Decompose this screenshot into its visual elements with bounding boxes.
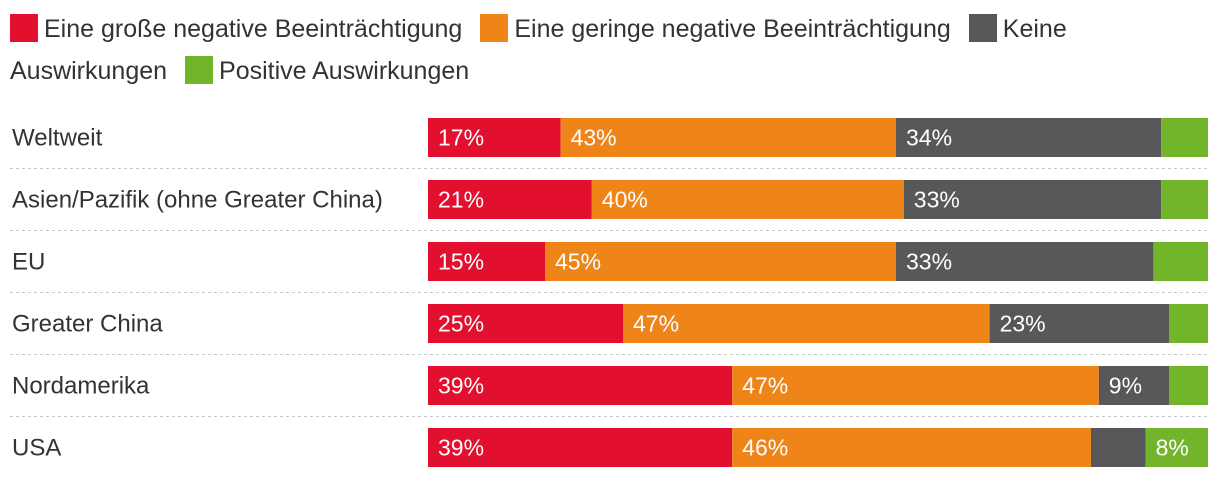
row-label: EU	[12, 249, 45, 276]
data-label: 34%	[906, 125, 952, 151]
data-label: 39%	[438, 435, 484, 461]
row-label: USA	[12, 435, 61, 462]
bar-segment-1	[545, 242, 896, 281]
data-label: 23%	[1000, 311, 1046, 337]
bar-segment-0	[428, 428, 733, 467]
bar-segment-1	[623, 304, 990, 343]
data-label: 8%	[1156, 435, 1189, 461]
data-label: 40%	[602, 187, 648, 213]
data-label: 21%	[438, 187, 484, 213]
bar-segment-3	[1161, 180, 1208, 219]
row-label: Asien/Pazifik (ohne Greater China)	[12, 187, 383, 214]
legend-item-1: Eine geringe negative Beeinträchtigung	[480, 14, 951, 43]
data-label: 43%	[571, 125, 617, 151]
bar-segment-1	[732, 366, 1099, 405]
data-label: 47%	[633, 311, 679, 337]
data-label: 33%	[906, 249, 952, 275]
bar-segment-2	[1091, 428, 1146, 467]
bar-segment-2	[896, 118, 1162, 157]
bar-segment-0	[428, 242, 545, 281]
data-label: 15%	[438, 249, 484, 275]
bar-segment-2	[903, 180, 1162, 219]
bar-segment-2	[896, 242, 1154, 281]
legend-label-2: Keine Auswirkungen	[10, 15, 1067, 85]
data-label: 33%	[914, 187, 960, 213]
row-label: Nordamerika	[12, 373, 150, 400]
legend-item-3: Positive Auswirkungen	[185, 56, 470, 85]
row-label: Weltweit	[12, 125, 103, 152]
data-label: 17%	[438, 125, 484, 151]
legend-item-0: Eine große negative Beeinträchtigung	[10, 14, 463, 43]
data-label: 39%	[438, 373, 484, 399]
data-label: 45%	[555, 249, 601, 275]
legend-label-0: Eine große negative Beeinträchtigung	[44, 15, 463, 43]
bar-segment-1	[560, 118, 896, 157]
legend-swatch-3	[185, 56, 214, 84]
bar-segment-2	[989, 304, 1169, 343]
bar-segment-3	[1145, 428, 1208, 467]
legend-item-2: Keine Auswirkungen	[10, 14, 1067, 85]
bar-segment-0	[428, 304, 623, 343]
bar-segment-0	[428, 366, 733, 405]
legend-label-3: Positive Auswirkungen	[219, 57, 470, 85]
bar-segment-0	[428, 118, 561, 157]
bar-segment-3	[1169, 304, 1208, 343]
data-label: 25%	[438, 311, 484, 337]
bar-segment-3	[1153, 242, 1208, 281]
bar-segment-3	[1169, 366, 1208, 405]
data-label: 47%	[742, 373, 788, 399]
legend-swatch-0	[10, 14, 38, 42]
legend-swatch-2	[968, 14, 997, 42]
bar-segment-3	[1161, 118, 1208, 157]
legend: Eine große negative Beeinträchtigung Eine…	[10, 8, 1210, 92]
row-label: Greater China	[12, 311, 163, 338]
bar-segment-2	[1098, 366, 1169, 405]
data-label: 46%	[742, 435, 788, 461]
bar-segment-1	[591, 180, 904, 219]
data-label: 9%	[1109, 373, 1142, 399]
bar-segment-1	[732, 428, 1091, 467]
bar-segment-0	[428, 180, 592, 219]
legend-label-1: Eine geringe negative Beeinträchtigung	[514, 15, 951, 43]
legend-swatch-1	[480, 14, 509, 42]
